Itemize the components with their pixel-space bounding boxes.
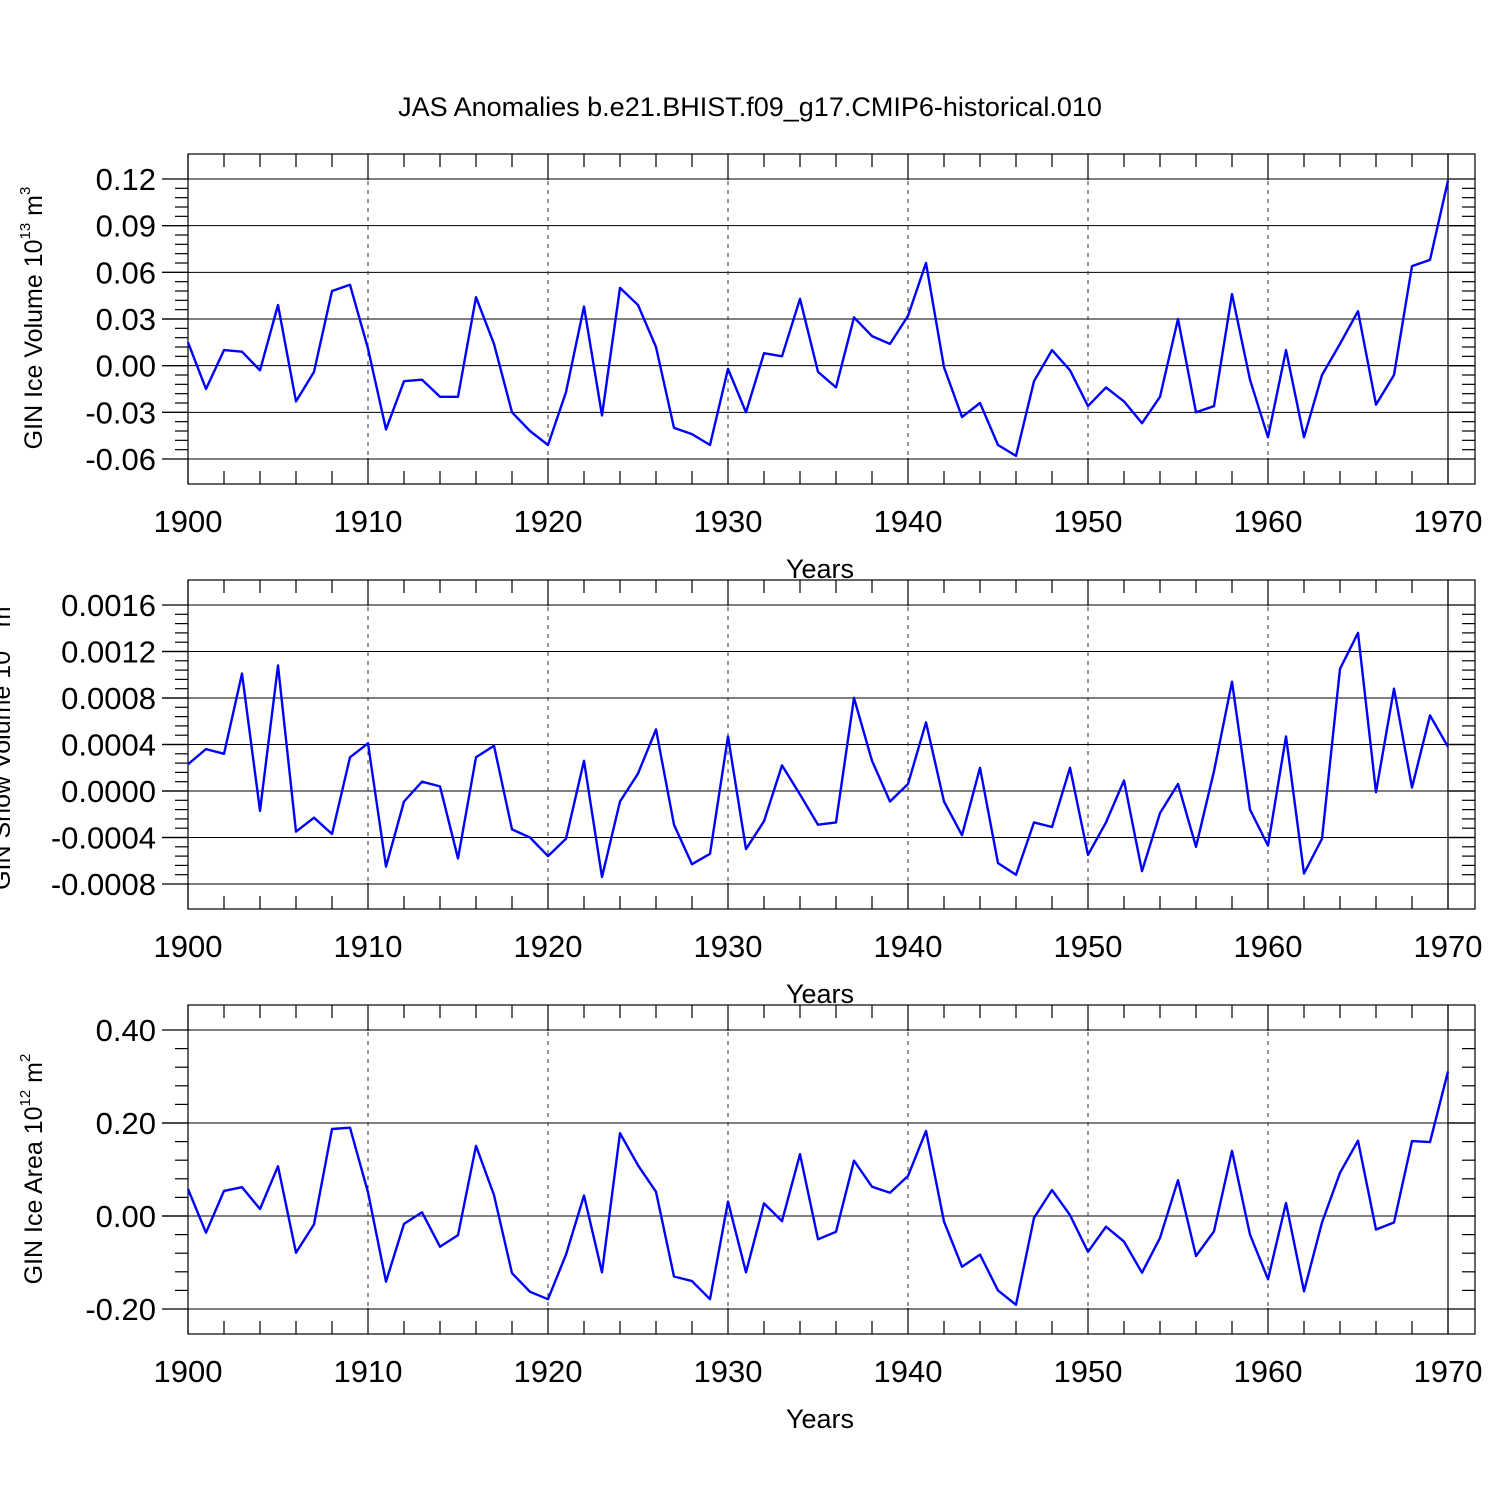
xlabel-snow-volume: Years — [786, 979, 854, 1009]
x-tick-label: 1960 — [1234, 929, 1303, 964]
ylabel-text: GIN Ice Area 10 — [20, 1106, 48, 1284]
x-tick-label: 1950 — [1054, 504, 1123, 539]
y-tick-label: -0.0004 — [51, 821, 156, 856]
y-tick-label: 0.0004 — [61, 728, 156, 763]
ylabel-unit-exponent: 2 — [17, 1054, 34, 1062]
series-line-snow-volume — [187, 631, 1450, 879]
x-tick-label: 1950 — [1054, 1354, 1123, 1389]
ylabel-unit: m — [20, 195, 48, 223]
x-tick-label: 1940 — [874, 929, 943, 964]
ylabel-unit: m — [20, 1062, 48, 1090]
xlabel-ice-area: Years — [786, 1404, 854, 1434]
x-tick-label: 1950 — [1054, 929, 1123, 964]
ylabel-text: GIN Snow Volume 10 — [0, 651, 16, 890]
svg-text:GIN Ice Area 1012 m2: GIN Ice Area 1012 m2 — [17, 1054, 48, 1285]
ylabel-snow-volume: GIN Snow Volume 1013 m3 — [0, 598, 16, 890]
ylabel-text: GIN Ice Volume 10 — [20, 239, 48, 449]
panel-ice-volume: GIN Ice Volume 1013 m3 Years -0.06 -0.03 0… — [17, 153, 1483, 584]
x-tick-label: 1970 — [1414, 1354, 1483, 1389]
y-tick-label: 0.03 — [96, 302, 156, 337]
x-tick-label: 1910 — [334, 504, 403, 539]
chart-title: JAS Anomalies b.e21.BHIST.f09_g17.CMIP6-… — [398, 92, 1102, 122]
y-tick-label: 0.0016 — [61, 588, 156, 623]
panel-snow-volume: GIN Snow Volume 1013 m3 Years -0.0008 -0.… — [0, 579, 1483, 1009]
ylabel-ice-volume: GIN Ice Volume 1013 m3 — [17, 187, 48, 450]
x-tick-label: 1910 — [334, 1354, 403, 1389]
ylabel-exponent: 13 — [17, 223, 34, 240]
x-tick-label: 1960 — [1234, 1354, 1303, 1389]
y-tick-label: -0.0008 — [51, 867, 156, 902]
y-tick-label: -0.06 — [85, 442, 156, 477]
x-tick-label: 1920 — [514, 504, 583, 539]
ylabel-exponent: 13 — [0, 634, 2, 651]
y-tick-label: 0.0000 — [61, 774, 156, 809]
x-tick-label: 1900 — [154, 929, 223, 964]
y-tick-label: 0.12 — [96, 162, 156, 197]
x-tick-label: 1970 — [1414, 504, 1483, 539]
x-tick-label: 1930 — [694, 929, 763, 964]
y-tick-label: -0.03 — [85, 395, 156, 430]
x-tick-label: 1910 — [334, 929, 403, 964]
panel-ice-area: GIN Ice Area 1012 m2 Years -0.20 0.00 0.20… — [17, 1004, 1483, 1434]
svg-text:GIN Snow Volume 1013 m3: GIN Snow Volume 1013 m3 — [0, 598, 16, 890]
plot-frame — [187, 1004, 1476, 1335]
x-tick-label: 1900 — [154, 504, 223, 539]
x-tick-label: 1900 — [154, 1354, 223, 1389]
x-tick-label: 1920 — [514, 929, 583, 964]
y-tick-label: 0.00 — [96, 349, 156, 384]
series-line-ice-area — [186, 1071, 1450, 1307]
x-tick-label: 1930 — [694, 504, 763, 539]
x-tick-label: 1920 — [514, 1354, 583, 1389]
ylabel-ice-area: GIN Ice Area 1012 m2 — [17, 1054, 48, 1285]
ylabel-exponent: 12 — [17, 1090, 34, 1107]
y-tick-label: 0.20 — [96, 1106, 156, 1141]
ylabel-unit-exponent: 3 — [17, 187, 34, 195]
x-tick-label: 1940 — [874, 1354, 943, 1389]
ylabel-unit: m — [0, 606, 16, 634]
y-tick-label: 0.00 — [96, 1199, 156, 1234]
xlabel-ice-volume: Years — [786, 554, 854, 584]
x-tick-label: 1960 — [1234, 504, 1303, 539]
x-tick-label: 1970 — [1414, 929, 1483, 964]
y-tick-label: 0.0012 — [61, 635, 156, 670]
x-tick-label: 1940 — [874, 504, 943, 539]
svg-text:GIN Ice Volume 1013 m3: GIN Ice Volume 1013 m3 — [17, 187, 48, 450]
y-tick-label: 0.06 — [96, 255, 156, 290]
x-tick-label: 1930 — [694, 1354, 763, 1389]
series-line-ice-volume — [186, 180, 1450, 458]
ylabel-unit-exponent: 3 — [0, 598, 2, 606]
y-tick-label: 0.09 — [96, 209, 156, 244]
y-tick-label: -0.20 — [85, 1292, 156, 1327]
y-tick-label: 0.40 — [96, 1013, 156, 1048]
y-tick-label: 0.0008 — [61, 681, 156, 716]
